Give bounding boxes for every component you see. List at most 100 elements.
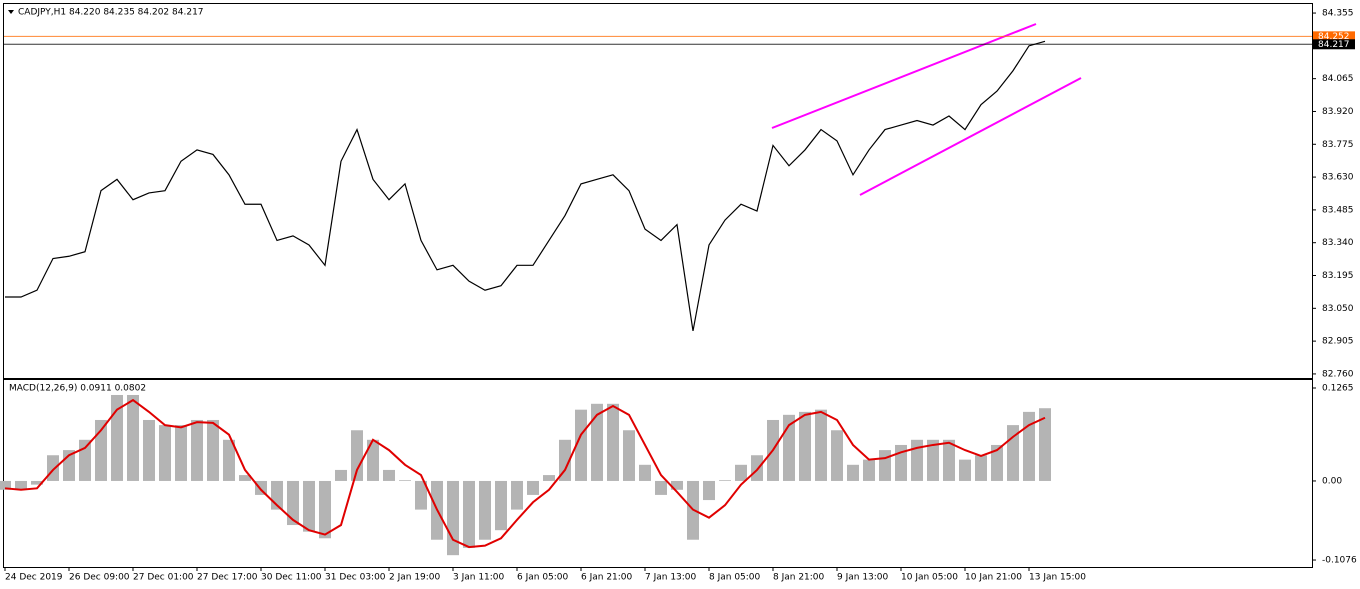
- x-tick-label: 27 Dec 01:00: [133, 573, 194, 583]
- y-tick-label: 0.00: [1322, 476, 1342, 486]
- x-tick-label: 2 Jan 19:00: [389, 573, 441, 583]
- y-tick-label: 83.485: [1322, 205, 1354, 215]
- macd-bar: [1039, 408, 1051, 481]
- price-label: 84.252: [1318, 32, 1350, 42]
- macd-bar: [831, 430, 843, 481]
- channel-lower: [859, 77, 1082, 196]
- macd-bar: [367, 439, 379, 481]
- macd-bar: [655, 480, 667, 495]
- y-tick-label: 0.1265: [1322, 384, 1354, 394]
- macd-bar: [31, 480, 43, 485]
- macd-bar: [447, 480, 459, 556]
- y-tick-label: 83.775: [1322, 140, 1354, 150]
- x-tick-label: 8 Jan 21:00: [773, 573, 825, 583]
- macd-bar: [399, 480, 411, 481]
- macd-bar: [815, 409, 827, 481]
- macd-bar: [239, 475, 251, 481]
- y-tick-label: 83.050: [1322, 304, 1354, 314]
- macd-bar: [751, 455, 763, 481]
- macd-bar: [591, 403, 603, 481]
- x-tick-label: 8 Jan 05:00: [709, 573, 761, 583]
- macd-bar: [991, 444, 1003, 481]
- x-tick-label: 24 Dec 2019: [5, 573, 63, 583]
- price-label-box: [1313, 31, 1355, 42]
- macd-bar: [511, 480, 523, 510]
- macd-bar: [911, 439, 923, 481]
- price-label: 84.217: [1318, 40, 1350, 50]
- x-tick-label: 7 Jan 13:00: [645, 573, 697, 583]
- y-tick-label: 83.340: [1322, 238, 1354, 248]
- macd-bar: [175, 425, 187, 481]
- x-tick-label: 30 Dec 11:00: [261, 573, 322, 583]
- macd-title: MACD(12,26,9) 0.0911 0.0802: [9, 384, 146, 394]
- y-tick-label: 84.065: [1322, 74, 1354, 84]
- x-tick-label: 26 Dec 09:00: [69, 573, 130, 583]
- y-tick-label: 83.630: [1322, 173, 1354, 183]
- x-tick-label: 10 Jan 05:00: [901, 573, 958, 583]
- macd-bar: [95, 419, 107, 481]
- signal-line: [4, 398, 1046, 549]
- macd-bar: [383, 469, 395, 481]
- macd-bar: [335, 469, 347, 481]
- macd-bar: [79, 439, 91, 481]
- menu-arrow: [8, 10, 14, 14]
- macd-bar: [415, 480, 427, 510]
- y-tick-label: -0.1076: [1322, 556, 1357, 566]
- macd-bar: [559, 439, 571, 481]
- macd-bar: [479, 480, 491, 540]
- macd-bar: [623, 430, 635, 481]
- macd-bar: [975, 455, 987, 481]
- x-tick-label: 31 Dec 03:00: [325, 573, 386, 583]
- price-label-box: [1313, 39, 1355, 50]
- y-tick-label: 82.760: [1322, 369, 1354, 379]
- y-tick-label: 83.195: [1322, 271, 1354, 281]
- macd-bar: [527, 480, 539, 495]
- macd-bar: [191, 419, 203, 481]
- macd-bar: [1023, 411, 1035, 481]
- macd-bar: [319, 480, 331, 539]
- price-line-series: [5, 40, 1046, 332]
- macd-bar: [607, 403, 619, 481]
- macd-bar: [127, 394, 139, 481]
- price-title: CADJPY,H1 84.220 84.235 84.202 84.217: [18, 8, 204, 18]
- macd-bar: [959, 459, 971, 481]
- macd-bar: [719, 480, 731, 481]
- x-tick-label: 10 Jan 21:00: [965, 573, 1022, 583]
- macd-bar: [223, 439, 235, 481]
- macd-bar: [15, 480, 27, 490]
- x-tick-label: 13 Jan 15:00: [1029, 573, 1086, 583]
- macd-bar: [543, 475, 555, 481]
- macd-bar: [159, 425, 171, 481]
- macd-bar: [207, 419, 219, 481]
- macd-bar: [735, 464, 747, 481]
- macd-bar: [575, 409, 587, 481]
- macd-bar: [111, 394, 123, 481]
- y-tick-label: 83.920: [1322, 107, 1354, 117]
- x-tick-label: 9 Jan 13:00: [837, 573, 889, 583]
- macd-bar: [639, 464, 651, 481]
- macd-bar: [463, 480, 475, 548]
- price-panel: [3, 3, 1313, 379]
- y-tick-label: 82.905: [1322, 337, 1354, 347]
- macd-bar: [671, 480, 683, 490]
- macd-panel: [3, 379, 1313, 568]
- macd-bar: [143, 419, 155, 481]
- macd-bar: [351, 430, 363, 481]
- macd-bar: [943, 439, 955, 481]
- macd-bar: [287, 480, 299, 526]
- macd-bar: [303, 480, 315, 532]
- x-tick-label: 6 Jan 05:00: [517, 573, 569, 583]
- macd-bar: [879, 450, 891, 481]
- macd-bar: [799, 411, 811, 481]
- macd-bar: [0, 480, 11, 490]
- channel-upper: [771, 23, 1037, 129]
- macd-bar: [863, 459, 875, 481]
- macd-bar: [47, 455, 59, 481]
- x-tick-label: 27 Dec 17:00: [197, 573, 258, 583]
- macd-bar: [703, 480, 715, 501]
- y-tick-label: 84.355: [1322, 9, 1354, 19]
- x-tick-label: 3 Jan 11:00: [453, 573, 505, 583]
- macd-bar: [847, 464, 859, 481]
